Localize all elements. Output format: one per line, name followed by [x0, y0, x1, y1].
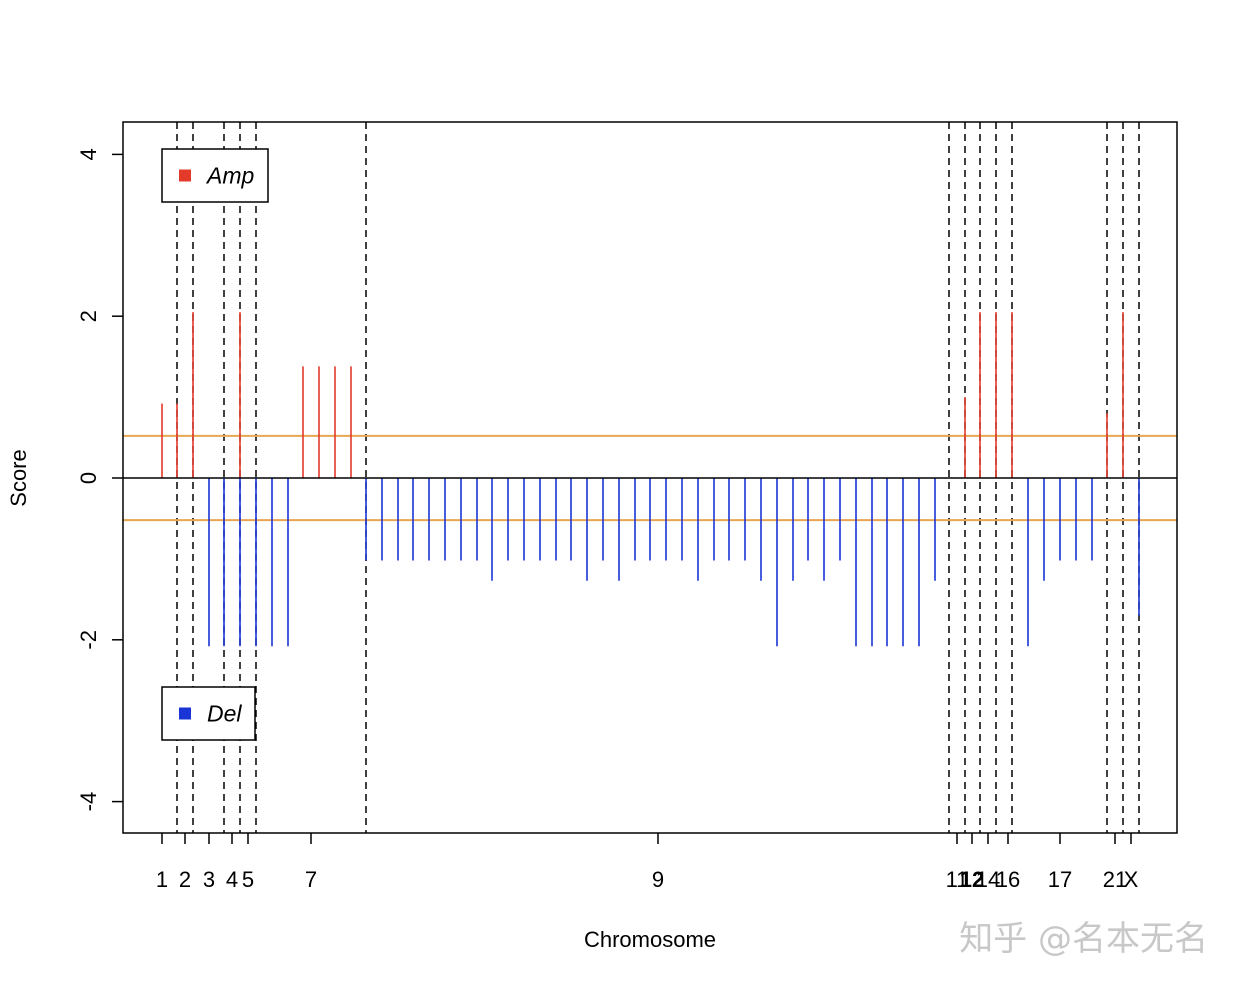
amp-series — [161, 312, 1124, 478]
x-tick-label: 17 — [1048, 867, 1072, 892]
y-axis-title: Score — [6, 449, 31, 506]
legend-del-box — [161, 686, 256, 741]
legend-del-swatch — [179, 707, 191, 720]
y-tick-label: 2 — [76, 310, 101, 322]
x-tick-label: 2 — [179, 867, 191, 892]
x-tick-label: X — [1124, 867, 1139, 892]
x-tick-label: 12 — [960, 867, 984, 892]
x-tick-label: 11 — [946, 867, 969, 892]
x-tick-label: 21 — [1103, 867, 1127, 892]
y-tick-label: 0 — [76, 472, 101, 484]
y-tick-label: 4 — [76, 148, 101, 160]
watermark: 知乎 @名本无名 — [959, 919, 1208, 959]
y-tick-label: -4 — [76, 792, 101, 812]
x-tick-label: 16 — [996, 867, 1020, 892]
x-tick-label: 3 — [203, 867, 215, 892]
x-tick-label: 4 — [226, 867, 238, 892]
del-series — [208, 478, 1140, 647]
legend-amp-swatch — [179, 169, 191, 182]
legend-amp: Amp — [161, 148, 269, 203]
y-axis: -4 -2 0 2 4 — [76, 148, 123, 811]
x-tick-label: 1 — [156, 867, 168, 892]
y-tick-label: -2 — [76, 630, 101, 650]
x-tick-label: 5 — [242, 867, 254, 892]
legend-amp-label: Amp — [205, 163, 255, 189]
x-tick-label: 7 — [305, 867, 317, 892]
legend-del-label: Del — [207, 701, 242, 727]
legend-del: Del — [161, 686, 256, 741]
x-tick-label: 9 — [652, 867, 664, 892]
x-tick-label: 14 — [976, 867, 1000, 892]
x-axis-title: Chromosome — [584, 927, 716, 952]
